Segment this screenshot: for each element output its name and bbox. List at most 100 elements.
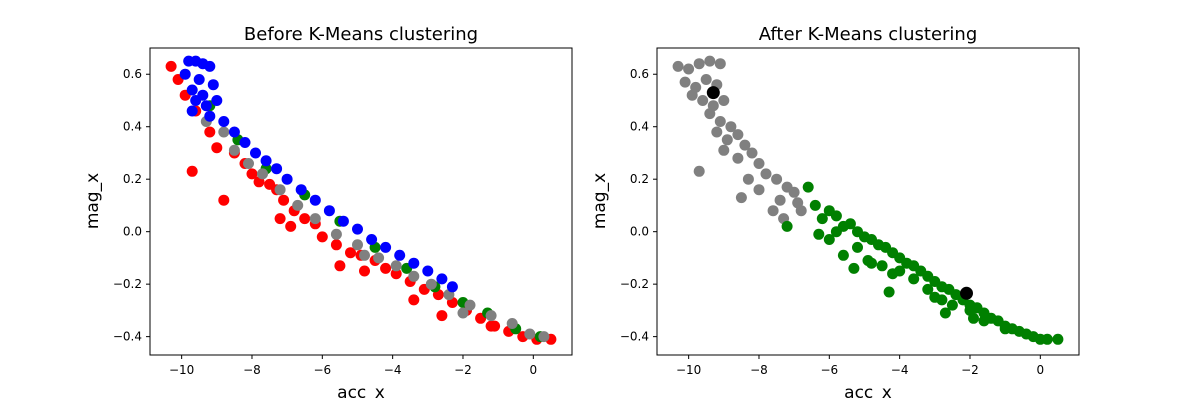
y-tick-label: 0.0: [123, 225, 142, 239]
data-point: [165, 60, 177, 72]
data-point: [809, 199, 821, 211]
x-tick-label: −10: [169, 363, 194, 377]
data-point: [323, 205, 335, 217]
data-point: [359, 249, 370, 261]
data-point: [524, 328, 536, 340]
data-point: [700, 74, 712, 85]
data-point: [218, 126, 230, 138]
data-point: [732, 152, 744, 164]
data-point: [760, 168, 772, 180]
data-point: [366, 234, 378, 245]
x-tick-label: −6: [313, 363, 331, 377]
data-point: [908, 273, 920, 285]
data-point: [876, 260, 888, 272]
data-point: [207, 79, 219, 91]
data-point: [894, 265, 906, 277]
data-point: [844, 218, 856, 230]
x-tick-label: −4: [891, 363, 909, 377]
x-axis-label: acc_x: [844, 383, 892, 400]
data-point: [506, 318, 518, 329]
data-point: [186, 105, 198, 117]
centroid-point: [706, 86, 720, 100]
data-point: [999, 323, 1011, 335]
data-point: [718, 144, 730, 156]
data-point: [281, 173, 293, 185]
plot-area: [657, 48, 1079, 355]
data-point: [394, 249, 406, 261]
chart-before-clustering: Before K-Means clustering −10 −8 −6 −4 −2 0 −0…: [83, 24, 573, 400]
data-point: [408, 257, 420, 269]
chart-after-clustering: After K-Means clustering −10 −8 −6 −4 −2 0 −0.…: [590, 24, 1080, 400]
data-point: [742, 173, 754, 185]
data-point: [485, 320, 497, 332]
data-point: [271, 163, 283, 175]
y-tick-label: −0.4: [620, 330, 649, 344]
data-point: [753, 158, 765, 169]
data-point: [830, 226, 842, 238]
data-point: [211, 95, 223, 106]
data-point: [485, 310, 497, 322]
y-tick-label: 0.2: [123, 172, 142, 186]
data-point: [309, 194, 321, 206]
data-point: [309, 213, 321, 225]
data-point: [352, 223, 363, 235]
data-point: [446, 281, 458, 293]
data-point: [823, 234, 835, 245]
data-point: [735, 192, 747, 204]
data-point: [732, 129, 744, 141]
y-axis-label: mag_x: [590, 173, 610, 229]
data-point: [295, 184, 307, 196]
data-point: [725, 121, 737, 133]
y-tick-label: 0.4: [123, 120, 142, 134]
axes-frame: [656, 47, 1080, 356]
data-point: [683, 63, 695, 75]
data-point: [978, 315, 990, 327]
x-tick-label: −4: [384, 363, 402, 377]
data-point: [774, 194, 786, 206]
data-point: [711, 126, 723, 138]
data-point: [408, 294, 420, 306]
data-point: [686, 89, 698, 101]
data-points: [672, 55, 1064, 345]
x-tick-label: 0: [1036, 363, 1044, 377]
data-point: [218, 116, 230, 127]
data-point: [390, 260, 402, 272]
y-tick-label: 0.2: [630, 172, 649, 186]
x-tick-label: −2: [454, 363, 472, 377]
data-point: [721, 134, 733, 146]
x-axis-label: acc_x: [337, 383, 385, 400]
data-point: [781, 220, 793, 232]
y-tick-label: 0.6: [123, 67, 142, 81]
data-point: [922, 283, 934, 295]
data-point: [380, 262, 392, 274]
y-tick-label: −0.4: [113, 330, 142, 344]
y-tick-label: 0.6: [630, 67, 649, 81]
data-point: [330, 228, 342, 240]
data-point: [204, 126, 216, 138]
axis-ticks: −10 −8 −6 −4 −2 0 −0.4 −0.2 0.0 0.2 0.4 0.6: [620, 67, 1044, 377]
data-point: [714, 116, 726, 127]
data-point: [795, 205, 807, 217]
data-point: [848, 262, 860, 274]
y-axis-label: mag_x: [83, 173, 103, 229]
data-points: [165, 55, 557, 345]
data-point: [179, 68, 191, 80]
data-point: [802, 181, 814, 193]
data-point: [193, 74, 205, 85]
data-point: [278, 194, 290, 206]
axis-ticks: −10 −8 −6 −4 −2 0 −0.4 −0.2 0.0 0.2 0.4 0.6: [113, 67, 537, 377]
x-tick-label: −10: [676, 363, 701, 377]
data-point: [929, 291, 941, 303]
data-point: [718, 95, 730, 106]
data-point: [816, 213, 828, 225]
data-point: [1052, 333, 1064, 345]
data-point: [380, 241, 392, 253]
data-point: [753, 184, 765, 196]
data-point: [837, 249, 849, 261]
data-point: [746, 147, 758, 159]
data-point: [250, 147, 261, 159]
y-tick-label: 0.4: [630, 120, 649, 134]
data-point: [246, 168, 258, 180]
data-point: [771, 173, 783, 185]
